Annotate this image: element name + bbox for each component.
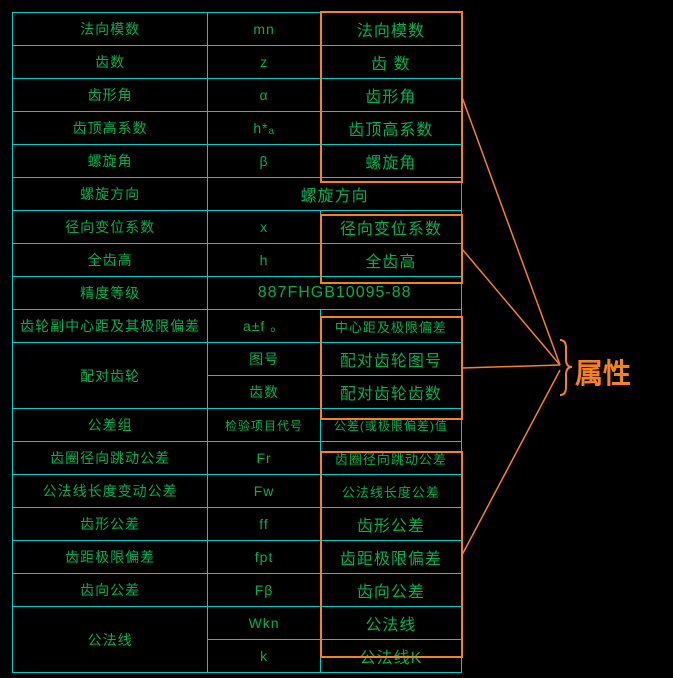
row-val: 齿形公差 [320, 508, 461, 541]
row-sym: Fw [208, 475, 321, 508]
row-name: 公法线 [13, 607, 208, 673]
row-sym: α [208, 79, 321, 112]
row-val: 公法线 [320, 607, 461, 640]
row-name: 螺旋角 [13, 145, 208, 178]
row-sym: z [208, 46, 321, 79]
row-val: 公法线K [320, 640, 461, 673]
row-sym: β [208, 145, 321, 178]
row-val: 螺旋角 [320, 145, 461, 178]
row-val: 配对齿轮图号 [320, 343, 461, 376]
row-name: 精度等级 [13, 277, 208, 310]
row-val: 齿 数 [320, 46, 461, 79]
row-val: 中心距及极限偏差 [320, 310, 461, 343]
row-name: 配对齿轮 [13, 343, 208, 409]
row-sym: Fr [208, 442, 321, 475]
row-val: 全齿高 [320, 244, 461, 277]
row-sym: Fβ [208, 574, 321, 607]
row-sym: fpt [208, 541, 321, 574]
parameter-table: 法向模数mn法向模数 齿数z齿 数 齿形角α齿形角 齿顶高系数h*ₐ齿顶高系数 … [12, 12, 462, 673]
row-name: 齿形角 [13, 79, 208, 112]
row-name: 法向模数 [13, 13, 208, 46]
table: 法向模数mn法向模数 齿数z齿 数 齿形角α齿形角 齿顶高系数h*ₐ齿顶高系数 … [12, 12, 462, 673]
row-name: 公法线长度变动公差 [13, 475, 208, 508]
row-val: 齿圈径向跳动公差 [320, 442, 461, 475]
row-name: 齿圈径向跳动公差 [13, 442, 208, 475]
row-val: 齿距极限偏差 [320, 541, 461, 574]
row-val: 887FHGB10095-88 [208, 277, 462, 310]
row-name: 齿顶高系数 [13, 112, 208, 145]
row-name: 全齿高 [13, 244, 208, 277]
row-sym: mn [208, 13, 321, 46]
row-name: 径向变位系数 [13, 211, 208, 244]
row-name: 齿形公差 [13, 508, 208, 541]
annotation-label: 属性 [575, 352, 631, 392]
row-sym: x [208, 211, 321, 244]
row-sym: 齿数 [208, 376, 321, 409]
row-name: 齿数 [13, 46, 208, 79]
row-sym: k [208, 640, 321, 673]
row-sym: ff [208, 508, 321, 541]
row-sym: h*ₐ [208, 112, 321, 145]
row-val: 齿顶高系数 [320, 112, 461, 145]
row-name: 螺旋方向 [13, 178, 208, 211]
row-val: 配对齿轮齿数 [320, 376, 461, 409]
row-val: 公差(或极限偏差)值 [320, 409, 461, 442]
row-sym: h [208, 244, 321, 277]
row-val: 法向模数 [320, 13, 461, 46]
row-val: 齿形角 [320, 79, 461, 112]
row-sym: Wkn [208, 607, 321, 640]
row-name: 公差组 [13, 409, 208, 442]
row-name: 齿轮副中心距及其极限偏差 [13, 310, 208, 343]
row-sym: a±f 。 [208, 310, 321, 343]
row-val: 齿向公差 [320, 574, 461, 607]
row-name: 齿距极限偏差 [13, 541, 208, 574]
row-val: 径向变位系数 [320, 211, 461, 244]
row-sym: 图号 [208, 343, 321, 376]
row-sym: 检验项目代号 [208, 409, 321, 442]
row-val: 螺旋方向 [208, 178, 462, 211]
row-name: 齿向公差 [13, 574, 208, 607]
row-val: 公法线长度公差 [320, 475, 461, 508]
